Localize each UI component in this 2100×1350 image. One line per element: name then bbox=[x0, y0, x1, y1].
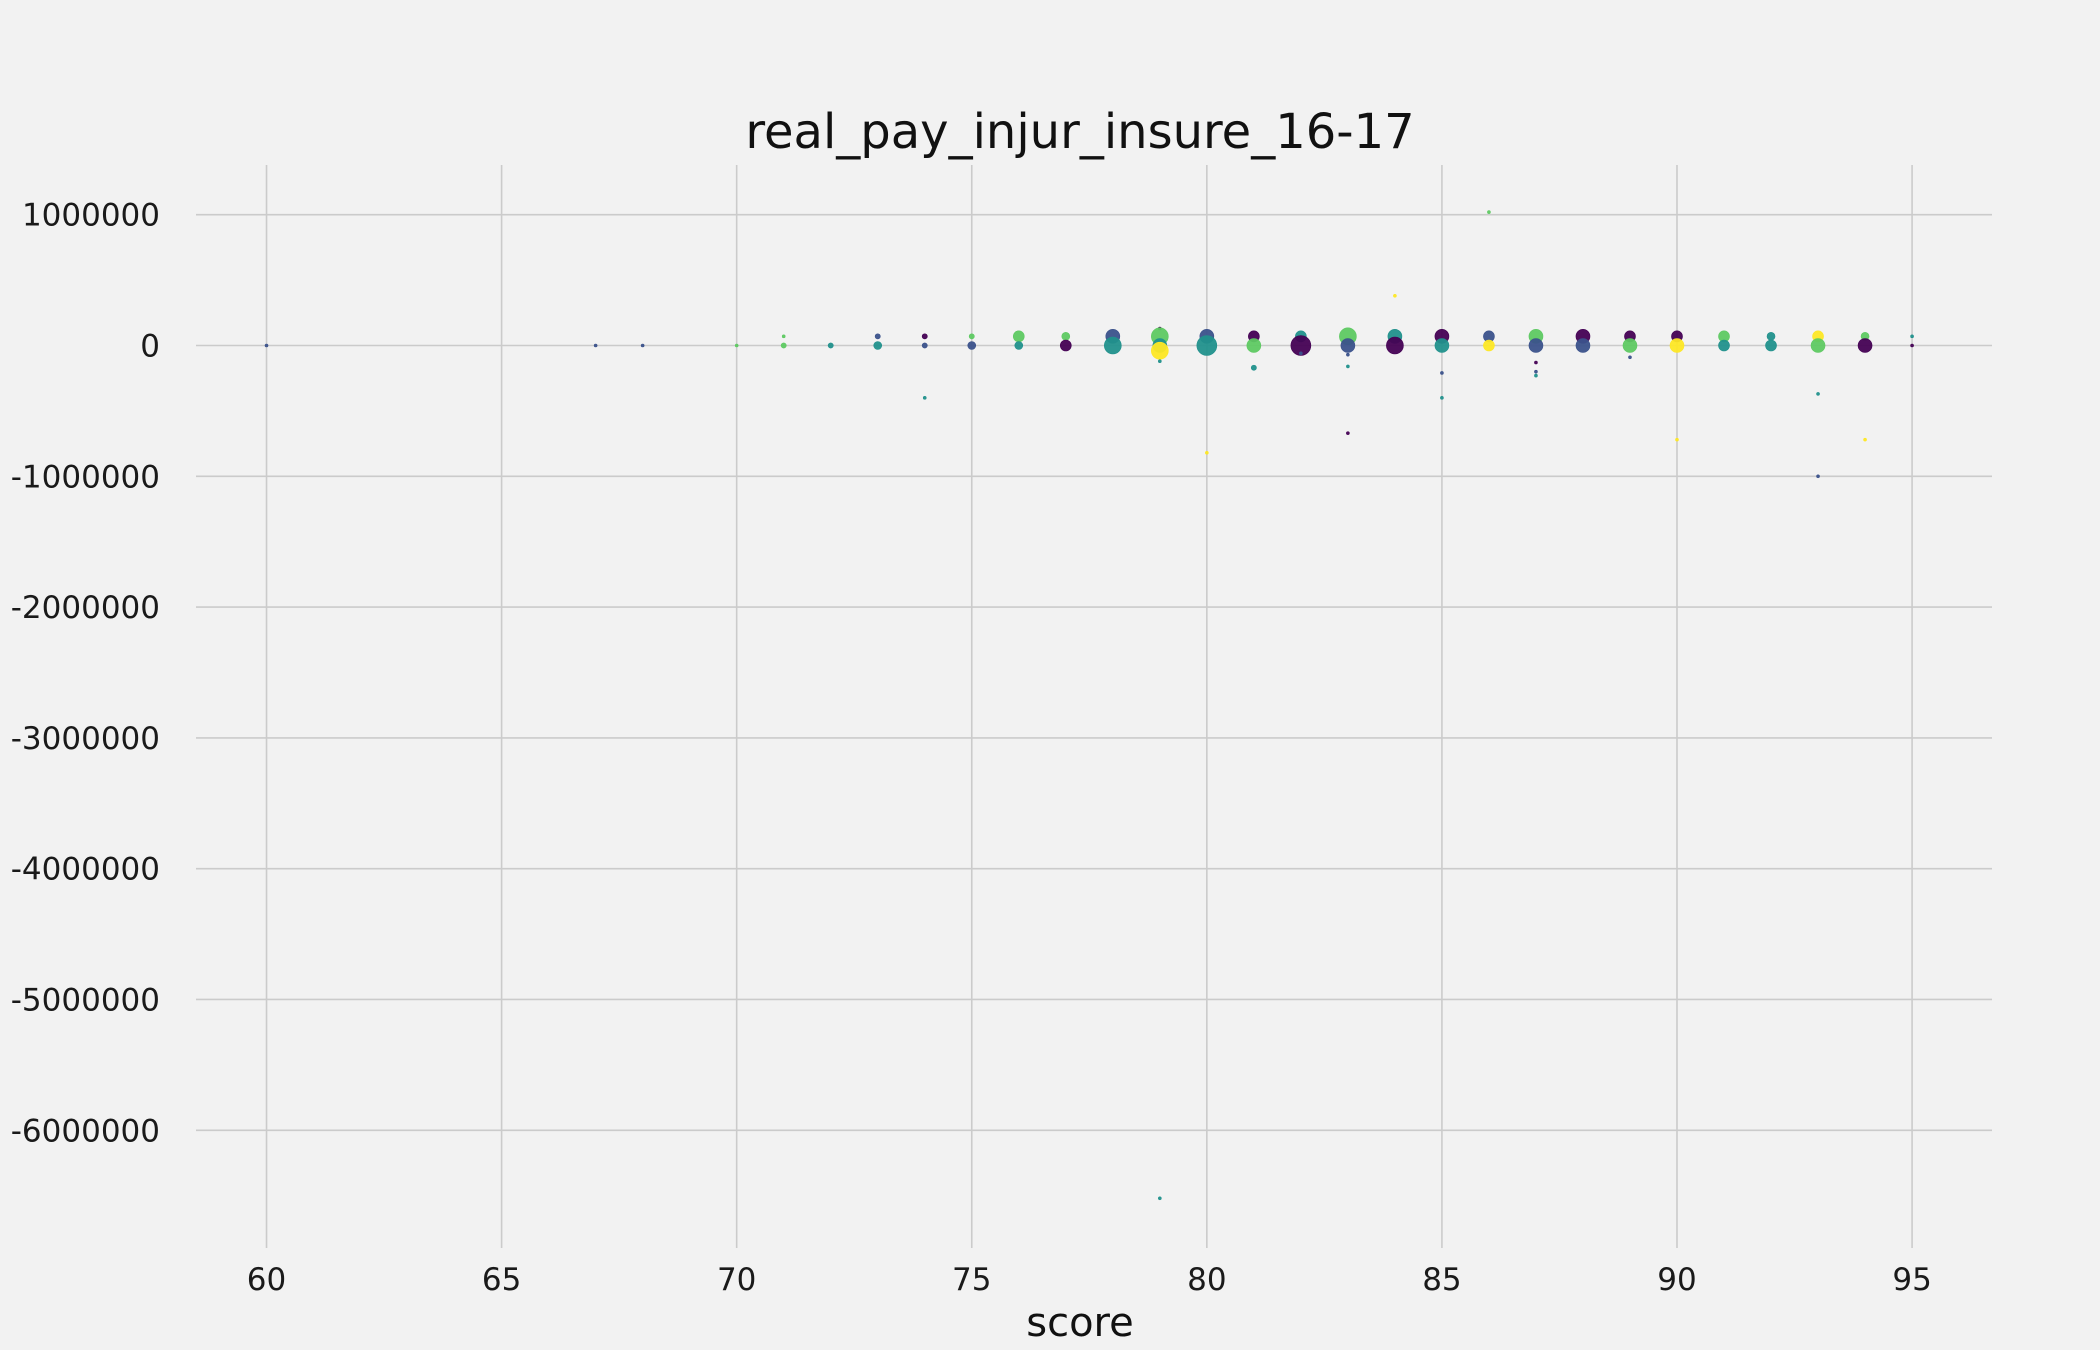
data-point bbox=[1346, 431, 1350, 435]
y-tick-label: -6000000 bbox=[11, 1113, 160, 1149]
tick-labels: 60 65 70 75 80 85 90 95 1000000 0 -1000000 -2000000… bbox=[11, 198, 1932, 1298]
data-point bbox=[827, 342, 834, 349]
data-point bbox=[1816, 392, 1820, 396]
x-axis-label: score bbox=[1026, 1300, 1133, 1346]
data-points bbox=[264, 210, 1914, 1201]
x-tick-label: 85 bbox=[1422, 1262, 1461, 1298]
data-point bbox=[1104, 336, 1122, 355]
chart-title: real_pay_injur_insure_16-17 bbox=[745, 104, 1414, 160]
data-point bbox=[1487, 210, 1491, 214]
data-point bbox=[1158, 359, 1162, 363]
data-point bbox=[922, 396, 927, 400]
data-point bbox=[593, 343, 598, 348]
data-point bbox=[1810, 338, 1826, 353]
data-point bbox=[1910, 343, 1914, 348]
data-point bbox=[1910, 334, 1914, 339]
data-point bbox=[1250, 364, 1257, 371]
y-tick-label: -1000000 bbox=[11, 459, 160, 495]
data-point bbox=[1393, 293, 1397, 298]
data-point bbox=[1340, 338, 1356, 353]
data-point bbox=[1575, 338, 1591, 353]
data-point bbox=[264, 343, 269, 348]
data-point bbox=[1669, 338, 1685, 353]
data-point bbox=[640, 343, 645, 348]
data-point bbox=[921, 342, 928, 349]
data-point bbox=[1246, 338, 1262, 353]
data-point bbox=[968, 333, 975, 340]
data-point bbox=[1346, 364, 1350, 369]
data-point bbox=[1628, 355, 1632, 360]
data-point bbox=[1346, 352, 1350, 357]
data-point bbox=[873, 341, 883, 350]
data-point bbox=[874, 333, 881, 340]
y-tick-label: -2000000 bbox=[11, 590, 160, 626]
data-point bbox=[1061, 332, 1071, 341]
data-point bbox=[1059, 339, 1072, 352]
grid bbox=[196, 165, 1992, 1248]
data-point bbox=[1434, 338, 1450, 353]
data-point bbox=[1205, 450, 1209, 455]
x-tick-label: 70 bbox=[717, 1262, 756, 1298]
x-tick-label: 60 bbox=[247, 1262, 286, 1298]
data-point bbox=[1766, 332, 1776, 341]
data-point bbox=[967, 341, 977, 350]
data-point bbox=[1816, 474, 1820, 479]
data-point bbox=[780, 342, 787, 349]
x-tick-label: 65 bbox=[482, 1262, 521, 1298]
data-point bbox=[1534, 373, 1538, 378]
x-tick-label: 75 bbox=[952, 1262, 991, 1298]
data-point bbox=[1857, 338, 1873, 353]
y-tick-label: 0 bbox=[140, 329, 160, 365]
data-point bbox=[1151, 341, 1169, 360]
data-point bbox=[1718, 339, 1730, 352]
y-tick-label: -4000000 bbox=[11, 852, 160, 888]
y-tick-label: -5000000 bbox=[11, 982, 160, 1018]
y-tick-label: 1000000 bbox=[22, 198, 160, 234]
data-point bbox=[921, 333, 928, 340]
y-tick-label: -3000000 bbox=[11, 721, 160, 757]
data-point bbox=[1534, 360, 1538, 365]
data-point bbox=[1158, 1196, 1162, 1201]
data-point bbox=[1863, 437, 1867, 442]
data-point bbox=[1014, 341, 1024, 350]
x-tick-label: 95 bbox=[1892, 1262, 1931, 1298]
data-point bbox=[781, 334, 786, 339]
data-point bbox=[1386, 336, 1404, 355]
data-point bbox=[1440, 371, 1444, 375]
data-point bbox=[1290, 335, 1312, 356]
data-point bbox=[1528, 338, 1544, 353]
x-tick-label: 90 bbox=[1657, 1262, 1696, 1298]
data-point bbox=[1765, 339, 1777, 352]
data-point bbox=[1483, 339, 1495, 352]
data-point bbox=[1534, 369, 1538, 374]
data-point bbox=[1196, 335, 1218, 356]
data-point bbox=[1299, 351, 1303, 356]
data-point bbox=[734, 343, 739, 348]
data-point bbox=[1012, 330, 1025, 343]
data-point bbox=[1675, 437, 1679, 442]
data-point bbox=[1440, 396, 1444, 400]
x-tick-label: 80 bbox=[1187, 1262, 1226, 1298]
data-point bbox=[1622, 338, 1638, 353]
